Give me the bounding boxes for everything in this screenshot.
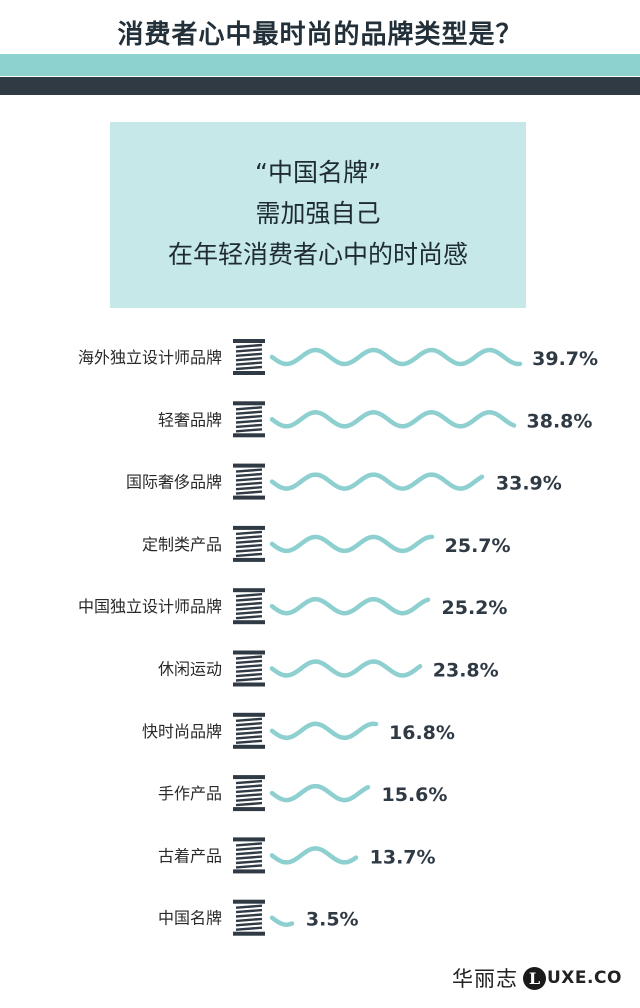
thread-bar xyxy=(269,783,371,803)
value-label: 25.2% xyxy=(442,597,508,619)
value-label: 39.7% xyxy=(532,348,598,370)
spool-icon xyxy=(233,525,265,562)
value-label: 15.6% xyxy=(382,784,448,806)
thread-bar xyxy=(269,596,431,616)
spool-icon xyxy=(233,775,265,812)
thread-bar xyxy=(269,659,423,678)
brand-cn-text: 华丽志 xyxy=(452,967,518,991)
category-label: 中国名牌 xyxy=(158,909,222,928)
category-label: 中国独立设计师品牌 xyxy=(78,597,222,616)
category-label: 轻奢品牌 xyxy=(158,410,222,429)
header-band-dark xyxy=(0,77,640,95)
category-label: 古着产品 xyxy=(158,846,222,865)
value-label: 16.8% xyxy=(389,722,455,744)
value-label: 33.9% xyxy=(496,473,562,495)
headline-line-3: 在年轻消费者心中的时尚感 xyxy=(167,240,468,269)
thread-bar xyxy=(269,534,435,554)
spool-icon xyxy=(233,463,265,500)
spool-icon xyxy=(233,837,265,874)
value-label: 13.7% xyxy=(370,846,436,868)
spool-icon xyxy=(233,588,265,625)
spool-icon xyxy=(233,401,265,438)
category-label: 海外独立设计师品牌 xyxy=(78,348,222,367)
category-label: 休闲运动 xyxy=(158,660,222,679)
spool-icon xyxy=(233,339,265,375)
headline-box: “中国名牌” 需加强自己 在年轻消费者心中的时尚感 xyxy=(110,122,526,308)
brand-circle-icon: L xyxy=(523,966,546,990)
thread-bar xyxy=(269,915,295,927)
headline-line-2: 需加强自己 xyxy=(255,199,381,228)
header-band-teal xyxy=(0,54,640,76)
thread-bar xyxy=(269,846,359,865)
spool-icon xyxy=(233,899,265,936)
value-label: 3.5% xyxy=(306,909,359,931)
brand-logo: 华丽志 L UXE.CO xyxy=(452,960,622,996)
thread-bar xyxy=(269,347,523,367)
spool-icon xyxy=(233,712,265,749)
category-label: 手作产品 xyxy=(158,784,222,803)
thread-bar xyxy=(269,472,485,491)
value-label: 23.8% xyxy=(433,660,499,682)
brand-domain-text: UXE.CO xyxy=(547,968,622,988)
spool-icon xyxy=(233,650,265,687)
category-label: 定制类产品 xyxy=(142,535,222,554)
page-title: 消费者心中最时尚的品牌类型是？ xyxy=(117,20,523,50)
value-label: 38.8% xyxy=(527,410,593,432)
category-label: 国际奢侈品牌 xyxy=(126,473,222,492)
category-label: 快时尚品牌 xyxy=(142,722,222,741)
thread-bar xyxy=(269,721,379,741)
headline-line-1: “中国名牌” xyxy=(255,158,381,187)
thread-bar xyxy=(269,410,517,429)
value-label: 25.7% xyxy=(445,535,511,557)
